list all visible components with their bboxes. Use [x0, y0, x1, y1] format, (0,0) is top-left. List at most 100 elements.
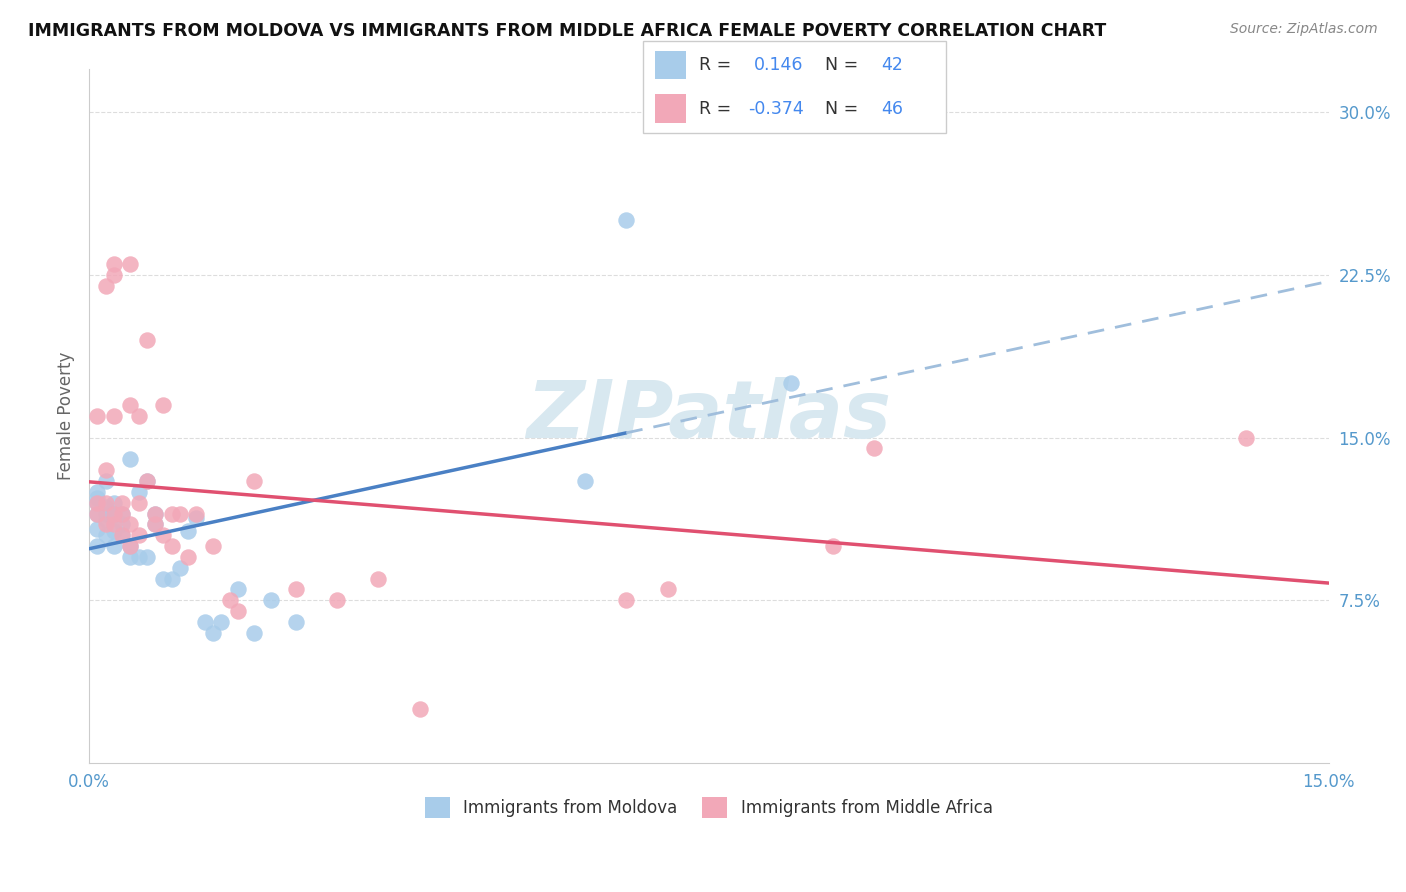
- Point: [143, 517, 166, 532]
- Point: [103, 409, 125, 423]
- Text: IMMIGRANTS FROM MOLDOVA VS IMMIGRANTS FROM MIDDLE AFRICA FEMALE POVERTY CORRELAT: IMMIGRANTS FROM MOLDOVA VS IMMIGRANTS FR…: [28, 22, 1107, 40]
- Point: [128, 484, 150, 499]
- Point: [86, 539, 108, 553]
- Point: [94, 528, 117, 542]
- Point: [614, 213, 637, 227]
- Text: N =: N =: [825, 100, 865, 118]
- Point: [86, 522, 108, 536]
- Point: [186, 511, 208, 525]
- Point: [143, 507, 166, 521]
- Point: [160, 572, 183, 586]
- Point: [111, 528, 134, 542]
- Point: [94, 500, 117, 514]
- Point: [120, 257, 142, 271]
- Point: [135, 549, 157, 564]
- Point: [111, 507, 134, 521]
- Point: [103, 496, 125, 510]
- Text: Source: ZipAtlas.com: Source: ZipAtlas.com: [1230, 22, 1378, 37]
- Point: [120, 539, 142, 553]
- Point: [94, 278, 117, 293]
- Point: [120, 549, 142, 564]
- Point: [326, 593, 349, 607]
- FancyBboxPatch shape: [655, 52, 686, 79]
- Point: [284, 615, 307, 629]
- Point: [367, 572, 389, 586]
- Text: R =: R =: [699, 100, 737, 118]
- Point: [111, 507, 134, 521]
- Point: [86, 507, 108, 521]
- Point: [86, 507, 108, 521]
- Point: [186, 507, 208, 521]
- Point: [780, 376, 803, 391]
- Point: [226, 582, 249, 597]
- Point: [135, 474, 157, 488]
- Point: [94, 463, 117, 477]
- Point: [160, 507, 183, 521]
- Point: [160, 539, 183, 553]
- FancyBboxPatch shape: [655, 95, 686, 122]
- Point: [103, 507, 125, 521]
- Point: [408, 702, 430, 716]
- Point: [152, 398, 174, 412]
- Point: [86, 496, 108, 510]
- Point: [111, 528, 134, 542]
- Point: [86, 496, 108, 510]
- Text: -0.374: -0.374: [748, 100, 804, 118]
- Point: [657, 582, 679, 597]
- Point: [243, 474, 266, 488]
- Point: [128, 549, 150, 564]
- Point: [1234, 431, 1257, 445]
- Point: [111, 496, 134, 510]
- Point: [218, 593, 240, 607]
- Point: [103, 507, 125, 521]
- Point: [226, 604, 249, 618]
- Point: [243, 626, 266, 640]
- Point: [202, 626, 225, 640]
- Point: [821, 539, 844, 553]
- Point: [152, 572, 174, 586]
- Point: [120, 398, 142, 412]
- Text: 42: 42: [882, 56, 903, 74]
- Point: [111, 517, 134, 532]
- Point: [103, 524, 125, 538]
- Point: [177, 549, 200, 564]
- Point: [169, 561, 191, 575]
- Text: 46: 46: [882, 100, 903, 118]
- Text: ZIPatlas: ZIPatlas: [526, 376, 891, 455]
- Legend: Immigrants from Moldova, Immigrants from Middle Africa: Immigrants from Moldova, Immigrants from…: [418, 790, 1000, 824]
- Point: [284, 582, 307, 597]
- Point: [128, 528, 150, 542]
- Point: [209, 615, 232, 629]
- Point: [143, 507, 166, 521]
- Point: [94, 474, 117, 488]
- Point: [143, 517, 166, 532]
- Point: [120, 452, 142, 467]
- Point: [103, 268, 125, 282]
- Text: 0.146: 0.146: [754, 56, 804, 74]
- Point: [135, 474, 157, 488]
- Text: N =: N =: [825, 56, 865, 74]
- Point: [574, 474, 596, 488]
- Point: [177, 524, 200, 538]
- Point: [94, 496, 117, 510]
- FancyBboxPatch shape: [643, 41, 946, 133]
- Point: [86, 484, 108, 499]
- Point: [103, 539, 125, 553]
- Point: [194, 615, 217, 629]
- Point: [614, 593, 637, 607]
- Point: [128, 409, 150, 423]
- Point: [120, 517, 142, 532]
- Point: [169, 507, 191, 521]
- Y-axis label: Female Poverty: Female Poverty: [58, 351, 75, 480]
- Point: [94, 513, 117, 527]
- Point: [120, 539, 142, 553]
- Point: [135, 333, 157, 347]
- Text: R =: R =: [699, 56, 737, 74]
- Point: [260, 593, 283, 607]
- Point: [86, 491, 108, 506]
- Point: [86, 409, 108, 423]
- Point: [863, 442, 886, 456]
- Point: [94, 507, 117, 521]
- Point: [94, 517, 117, 532]
- Point: [202, 539, 225, 553]
